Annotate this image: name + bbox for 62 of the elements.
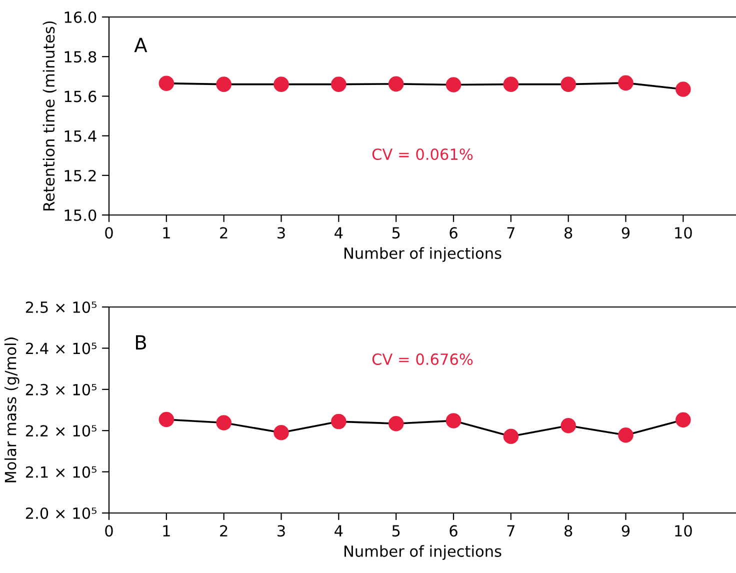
annotation: A xyxy=(134,38,148,52)
y-tick-label: 2.0 × 10⁵ xyxy=(26,507,96,520)
point xyxy=(676,82,691,97)
y-tick-label: 2.5 × 10⁵ xyxy=(26,301,96,314)
x-tick-label: 4 xyxy=(334,227,343,238)
x-tick-label: 3 xyxy=(278,525,285,537)
y-tick-label: 16.0 xyxy=(64,11,96,24)
x-tick-label: 4 xyxy=(334,525,343,536)
x-tick-label: 10 xyxy=(675,227,692,239)
point xyxy=(676,412,691,428)
point xyxy=(388,76,404,92)
x-tick-label: 6 xyxy=(450,525,458,537)
x-tick-label: 3 xyxy=(278,227,285,239)
y-tick-label: 15.0 xyxy=(64,209,96,222)
point xyxy=(216,76,232,92)
annotation: B xyxy=(136,335,146,350)
x-tick-label: 2 xyxy=(220,227,228,238)
x-tick-label: 7 xyxy=(507,227,514,238)
y-tick-label: 2.3 × 10⁵ xyxy=(26,384,96,396)
point xyxy=(618,427,634,443)
x-tick-label: 8 xyxy=(564,227,572,239)
annotation: CV = 0.676% xyxy=(372,353,473,365)
x-tick-label: 7 xyxy=(507,525,514,536)
y-axis-title: Retention time (minutes) xyxy=(42,21,56,210)
y-tick-label: 15.6 xyxy=(64,90,96,102)
point xyxy=(560,418,576,434)
x-tick-label: 1 xyxy=(163,525,170,536)
x-tick-label: 2 xyxy=(220,525,228,536)
y-tick-label: 2.1 × 10⁵ xyxy=(26,466,96,478)
x-tick-label: 5 xyxy=(392,227,400,239)
point xyxy=(158,76,174,91)
x-tick-label: 8 xyxy=(564,525,572,537)
x-tick-label: 10 xyxy=(675,525,692,537)
x-tick-label: 9 xyxy=(622,525,630,537)
x-tick-label: 1 xyxy=(163,227,170,238)
point xyxy=(446,77,462,92)
x-tick-label: 0 xyxy=(105,525,113,537)
point xyxy=(560,76,576,92)
y-tick-label: 2.4 × 10⁵ xyxy=(26,342,96,354)
x-tick-label: 0 xyxy=(105,227,113,239)
point xyxy=(216,415,232,430)
point xyxy=(331,76,346,92)
y-tick-label: 2.2 × 10⁵ xyxy=(26,425,96,437)
y-axis-title: Molar mass (g/mol) xyxy=(4,338,20,482)
point xyxy=(446,413,462,428)
y-tick-label: 15.8 xyxy=(64,51,96,63)
x-tick-label: 6 xyxy=(450,227,458,239)
x-tick-label: 9 xyxy=(622,227,630,239)
point xyxy=(274,76,289,92)
point xyxy=(503,428,519,444)
point xyxy=(503,76,519,92)
x-axis-title: Number of injections xyxy=(344,545,502,560)
annotation: CV = 0.061% xyxy=(372,148,473,160)
point xyxy=(158,412,174,428)
y-tick-label: 15.4 xyxy=(64,130,96,142)
x-tick-label: 5 xyxy=(392,525,400,537)
y-tick-label: 15.2 xyxy=(64,170,96,182)
point xyxy=(388,416,404,432)
point xyxy=(331,414,346,430)
point xyxy=(618,75,634,91)
x-axis-title: Number of injections xyxy=(344,247,502,262)
point xyxy=(274,425,289,440)
